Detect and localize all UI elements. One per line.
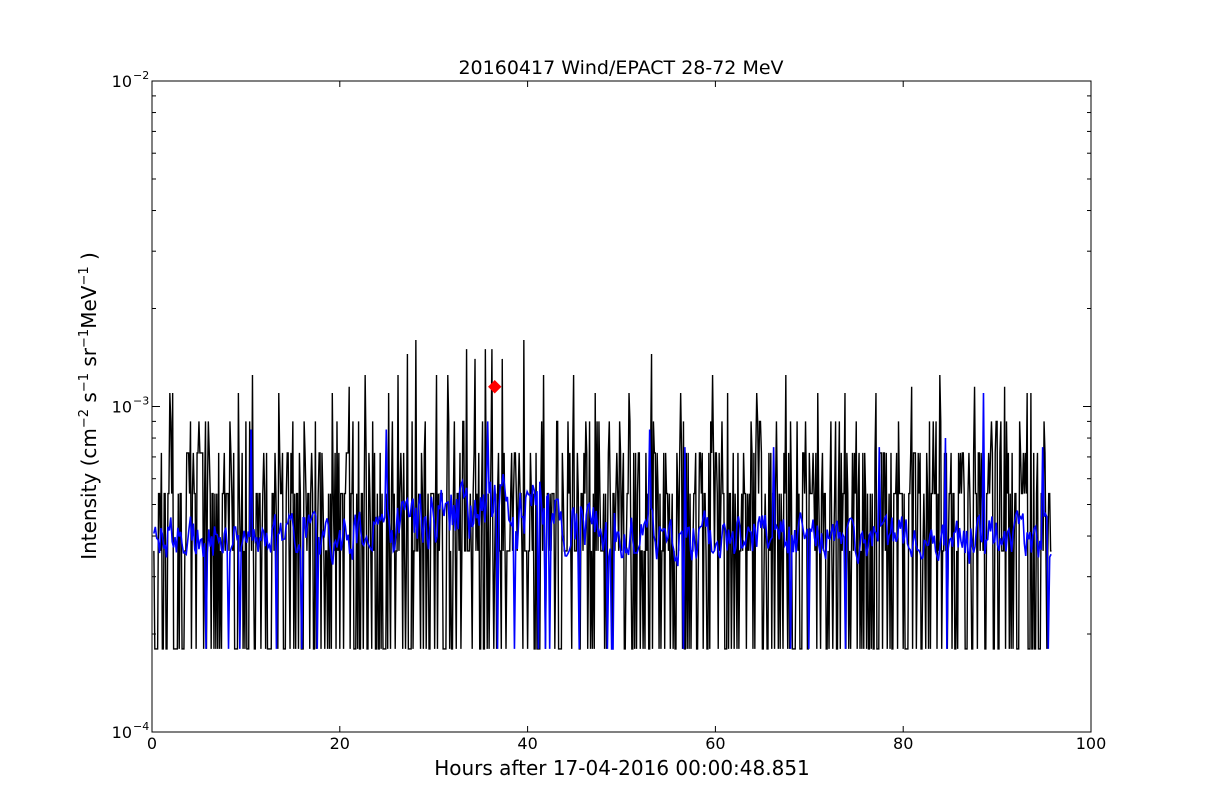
y-tick-label: 10: [112, 398, 132, 417]
y-tick-exponent: −4: [133, 720, 149, 733]
y-tick-labels: 10−410−310−2: [112, 69, 150, 742]
plot-area: [152, 81, 1091, 732]
x-tick-label: 0: [147, 734, 157, 753]
y-tick-label: 10: [112, 72, 132, 91]
y-tick-exponent: −3: [133, 395, 149, 408]
y-tick-exponent: −2: [133, 69, 149, 82]
x-tick-label: 60: [705, 734, 725, 753]
x-tick-label: 40: [517, 734, 537, 753]
axes-frame: [151, 80, 1092, 733]
x-axis-label: Hours after 17-04-2016 00:00:48.851: [434, 756, 810, 780]
x-tick-label: 100: [1076, 734, 1107, 753]
peak-marker: [488, 380, 502, 394]
raw-intensity-line: [153, 340, 1052, 650]
axes-background: [152, 81, 1091, 732]
y-axis-label: Intensity (cm−2 s−1 sr−1MeV−1 ): [77, 252, 101, 560]
smoothed-intensity-line: [153, 393, 1052, 650]
chart-title: 20160417 Wind/EPACT 28-72 MeV: [458, 57, 783, 79]
x-tick-label: 80: [893, 734, 913, 753]
series-layer: [153, 340, 1052, 650]
y-tick-label: 10: [112, 723, 132, 742]
x-tick-labels: 0 20 40 60 80 100: [147, 734, 1106, 753]
x-tick-label: 20: [330, 734, 350, 753]
